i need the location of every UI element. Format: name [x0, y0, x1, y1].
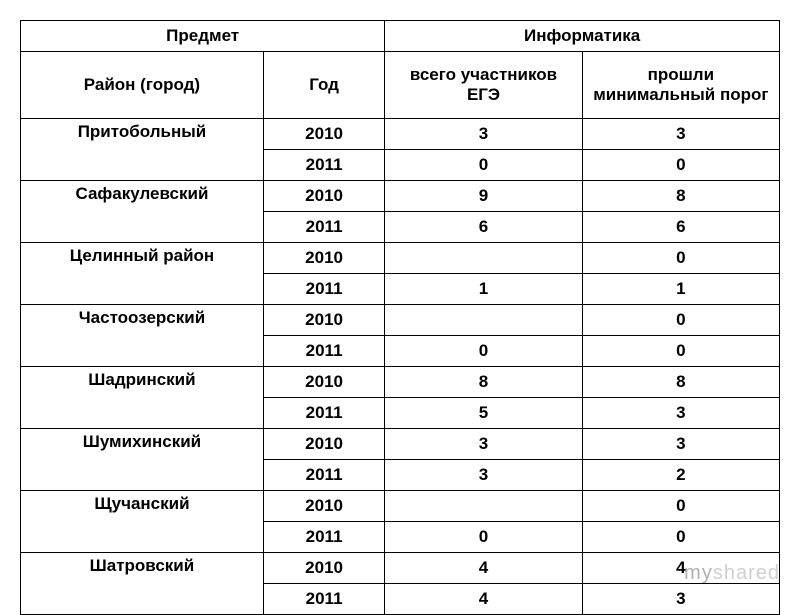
total-cell: 0	[385, 150, 582, 181]
passed-cell: 0	[582, 491, 779, 522]
passed-cell: 3	[582, 119, 779, 150]
table-row: Сафакулевский201098	[21, 181, 780, 212]
year-cell: 2010	[263, 181, 384, 212]
year-cell: 2010	[263, 553, 384, 584]
passed-cell: 1	[582, 274, 779, 305]
total-cell: 0	[385, 522, 582, 553]
year-cell: 2010	[263, 367, 384, 398]
total-cell: 3	[385, 119, 582, 150]
total-cell: 5	[385, 398, 582, 429]
total-cell: 6	[385, 212, 582, 243]
district-name-cell: Шадринский	[21, 367, 264, 429]
watermark-prefix: my	[684, 562, 713, 584]
header-row-1: Предмет Информатика	[21, 21, 780, 52]
table-row: Шатровский201044	[21, 553, 780, 584]
passed-cell: 0	[582, 243, 779, 274]
total-cell: 9	[385, 181, 582, 212]
year-cell: 2010	[263, 491, 384, 522]
total-cell: 1	[385, 274, 582, 305]
total-cell: 0	[385, 336, 582, 367]
table-row: Частоозерский20100	[21, 305, 780, 336]
district-name-cell: Щучанский	[21, 491, 264, 553]
passed-cell: 0	[582, 522, 779, 553]
total-header: всего участников ЕГЭ	[385, 52, 582, 119]
year-cell: 2010	[263, 119, 384, 150]
subject-value-cell: Информатика	[385, 21, 780, 52]
total-cell	[385, 243, 582, 274]
district-header: Район (город)	[21, 52, 264, 119]
total-cell: 3	[385, 429, 582, 460]
table-row: Притобольный201033	[21, 119, 780, 150]
passed-cell: 6	[582, 212, 779, 243]
year-cell: 2010	[263, 243, 384, 274]
total-cell: 3	[385, 460, 582, 491]
passed-cell: 0	[582, 150, 779, 181]
passed-cell: 8	[582, 367, 779, 398]
total-cell	[385, 491, 582, 522]
district-name-cell: Сафакулевский	[21, 181, 264, 243]
watermark-suffix: shared	[713, 562, 780, 584]
passed-cell: 8	[582, 181, 779, 212]
year-cell: 2011	[263, 274, 384, 305]
table-row: Щучанский20100	[21, 491, 780, 522]
year-cell: 2011	[263, 584, 384, 615]
year-cell: 2011	[263, 398, 384, 429]
district-name-cell: Частоозерский	[21, 305, 264, 367]
year-cell: 2010	[263, 305, 384, 336]
total-cell	[385, 305, 582, 336]
year-cell: 2011	[263, 522, 384, 553]
district-name-cell: Целинный район	[21, 243, 264, 305]
year-cell: 2011	[263, 336, 384, 367]
header-row-2: Район (город) Год всего участников ЕГЭ п…	[21, 52, 780, 119]
table-body: Предмет Информатика Район (город) Год вс…	[21, 21, 780, 615]
passed-cell: 2	[582, 460, 779, 491]
table-row: Шадринский201088	[21, 367, 780, 398]
total-cell: 4	[385, 553, 582, 584]
table-row: Целинный район20100	[21, 243, 780, 274]
year-cell: 2010	[263, 429, 384, 460]
year-header: Год	[263, 52, 384, 119]
watermark: myshared	[684, 562, 780, 585]
year-cell: 2011	[263, 460, 384, 491]
stats-table: Предмет Информатика Район (город) Год вс…	[20, 20, 780, 615]
passed-cell: 0	[582, 305, 779, 336]
subject-label-cell: Предмет	[21, 21, 385, 52]
year-cell: 2011	[263, 212, 384, 243]
passed-header: прошли минимальный порог	[582, 52, 779, 119]
passed-cell: 3	[582, 398, 779, 429]
district-name-cell: Притобольный	[21, 119, 264, 181]
district-name-cell: Шумихинский	[21, 429, 264, 491]
passed-cell: 3	[582, 429, 779, 460]
district-name-cell: Шатровский	[21, 553, 264, 615]
passed-cell: 3	[582, 584, 779, 615]
year-cell: 2011	[263, 150, 384, 181]
total-cell: 4	[385, 584, 582, 615]
table-row: Шумихинский201033	[21, 429, 780, 460]
passed-cell: 0	[582, 336, 779, 367]
total-cell: 8	[385, 367, 582, 398]
